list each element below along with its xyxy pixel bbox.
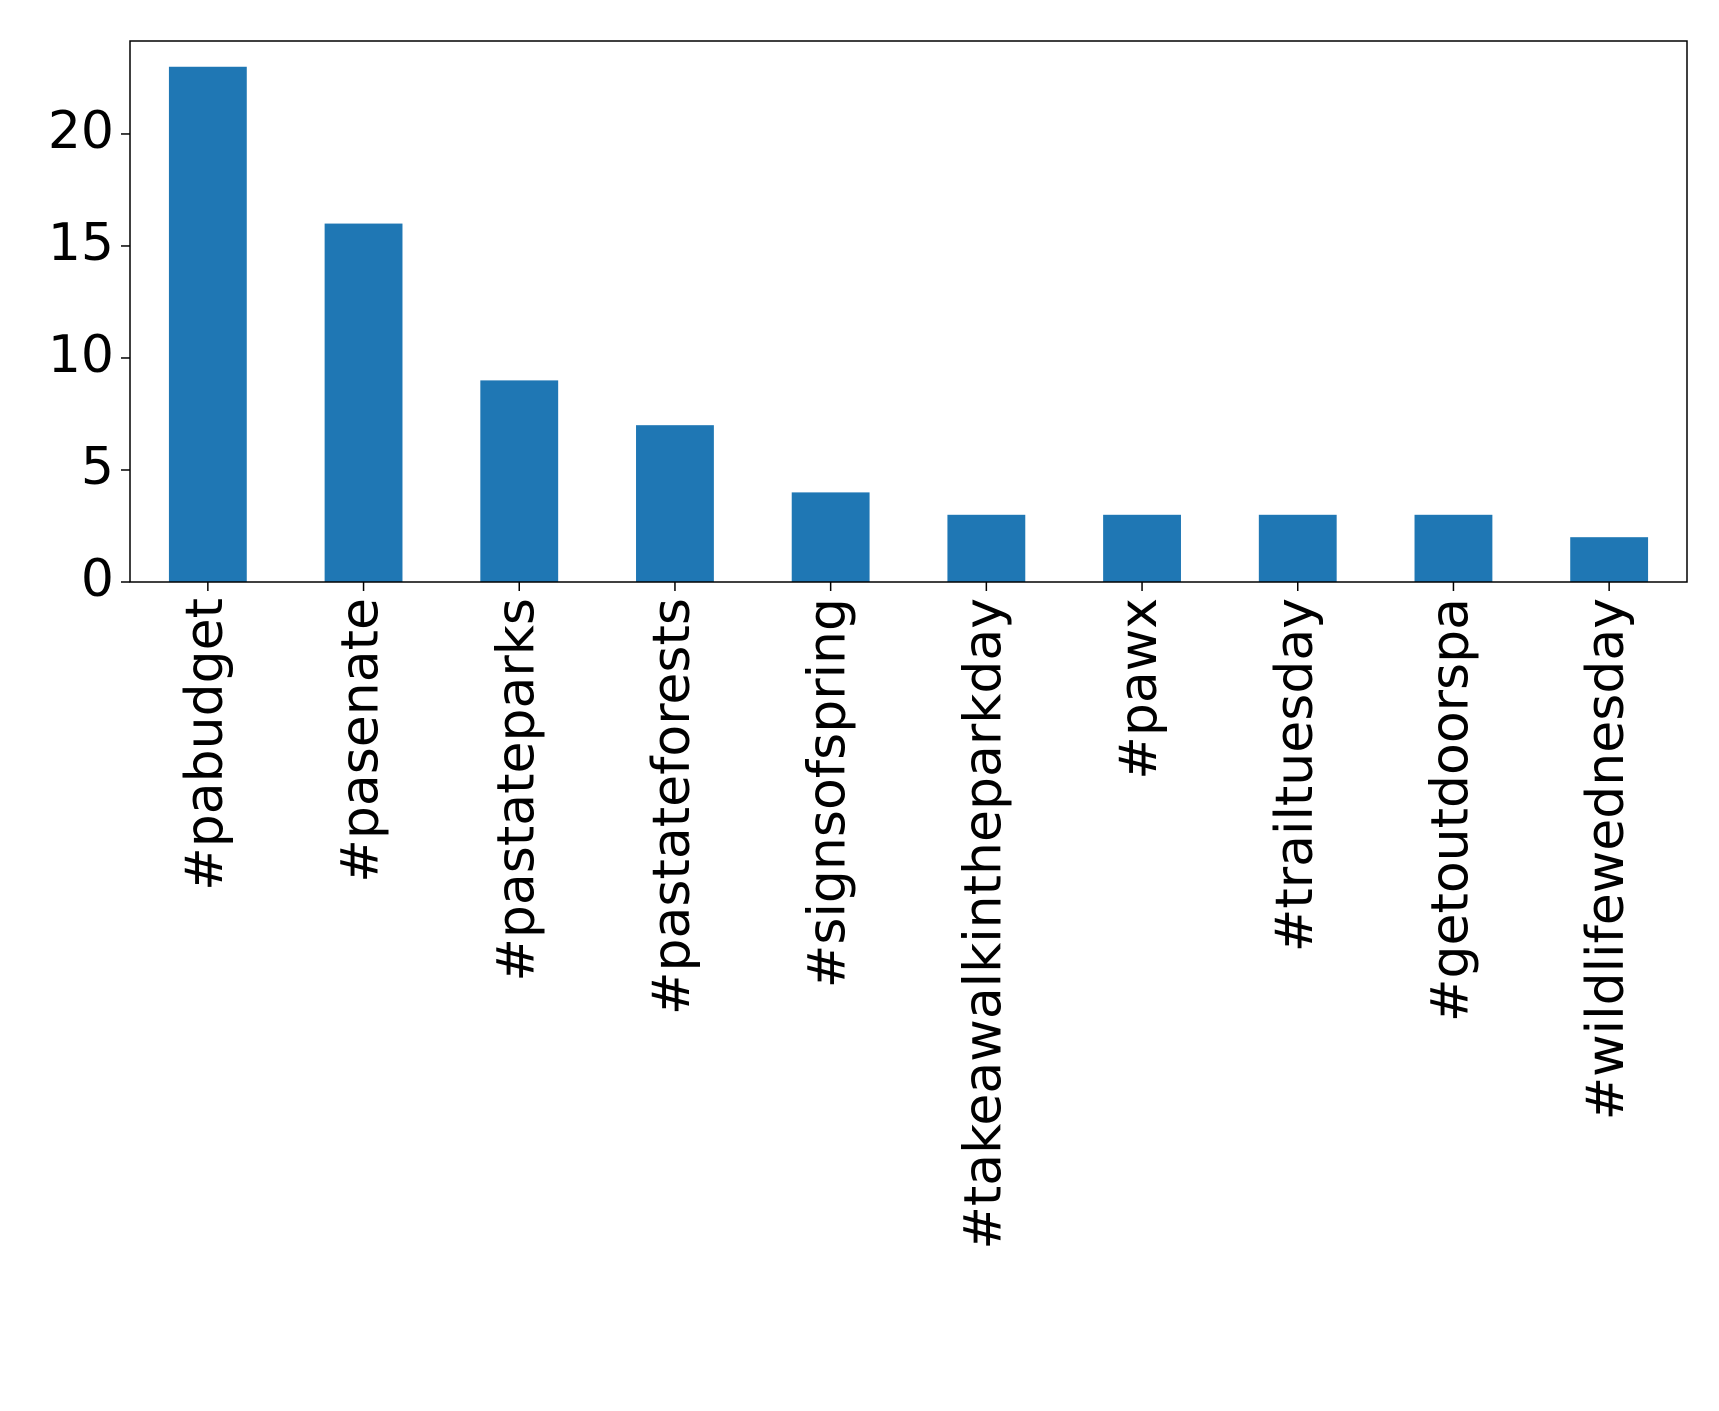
y-tick-label: 5 bbox=[81, 437, 114, 497]
x-tick-label: #trailtuesday bbox=[1265, 598, 1325, 952]
bar bbox=[168, 66, 247, 582]
y-tick-label: 10 bbox=[48, 325, 114, 385]
bar bbox=[636, 425, 714, 582]
bar bbox=[1414, 514, 1493, 582]
x-tick-label: #signsofspring bbox=[798, 598, 858, 988]
x-tick-label: #wildlifewednesday bbox=[1576, 598, 1636, 1120]
plot-frame bbox=[129, 40, 1688, 583]
x-tick-label: #pabudget bbox=[175, 598, 235, 891]
y-tick-label: 15 bbox=[48, 213, 114, 273]
bar bbox=[480, 380, 559, 582]
y-tick-label: 20 bbox=[48, 101, 114, 161]
x-tick-label: #pawx bbox=[1109, 598, 1169, 780]
bar bbox=[791, 492, 870, 582]
x-tick-label: #pastateparks bbox=[486, 598, 546, 982]
y-tick-label: 0 bbox=[81, 549, 114, 609]
bar bbox=[1570, 537, 1649, 582]
x-tick-label: #pasenate bbox=[331, 598, 391, 883]
x-tick-label: #takeawalkintheparkday bbox=[953, 598, 1013, 1250]
x-tick-label: #pastateforests bbox=[642, 598, 702, 1015]
bar bbox=[1103, 514, 1181, 582]
bar bbox=[324, 223, 403, 583]
bar bbox=[1258, 514, 1337, 582]
bar bbox=[947, 514, 1026, 582]
x-tick-label: #getoutdoorspa bbox=[1420, 598, 1480, 1022]
